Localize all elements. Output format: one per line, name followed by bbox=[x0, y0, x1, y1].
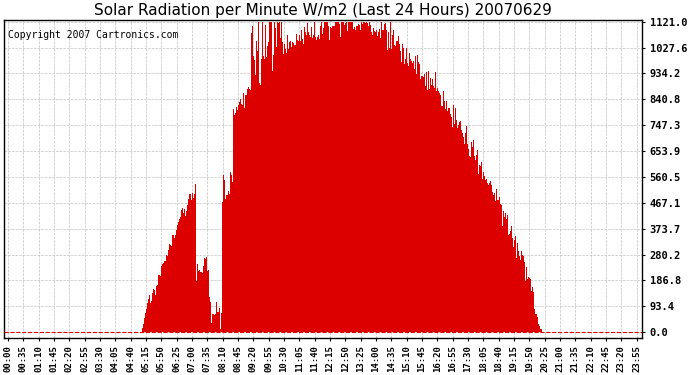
Title: Solar Radiation per Minute W/m2 (Last 24 Hours) 20070629: Solar Radiation per Minute W/m2 (Last 24… bbox=[95, 3, 552, 18]
Text: Copyright 2007 Cartronics.com: Copyright 2007 Cartronics.com bbox=[8, 30, 178, 40]
